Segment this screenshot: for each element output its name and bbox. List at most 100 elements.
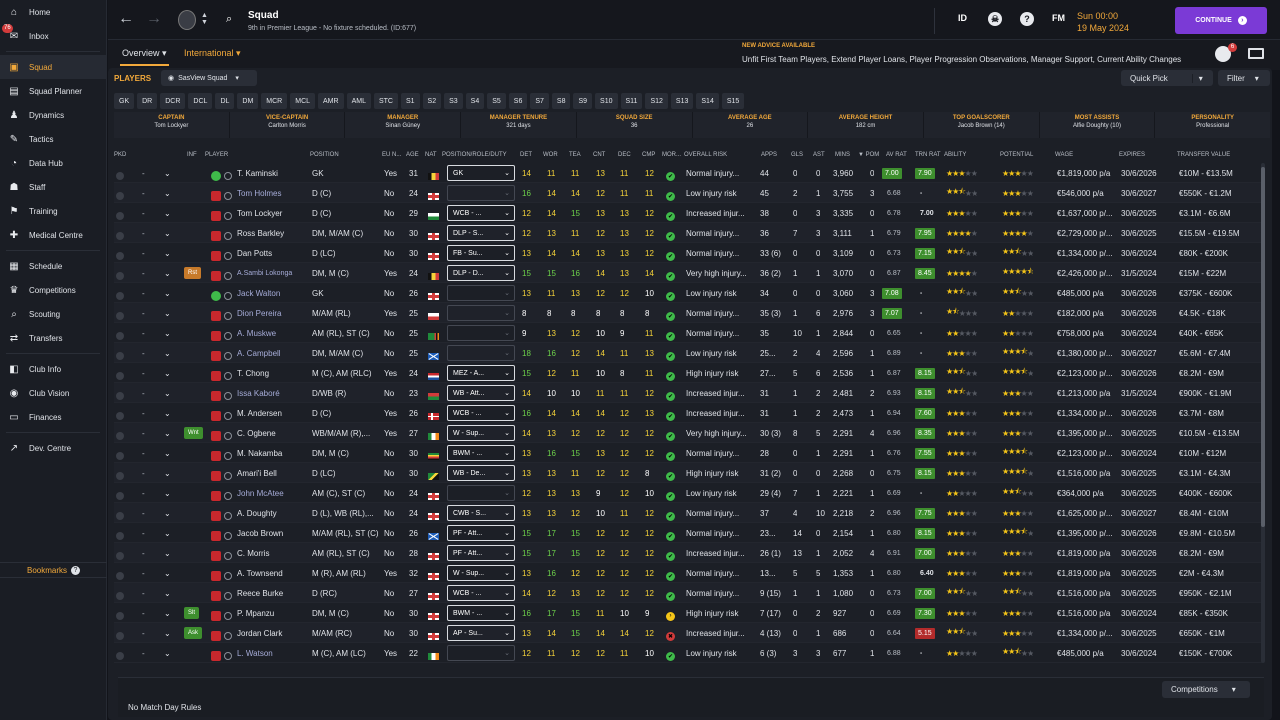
player-info-icon[interactable] — [224, 312, 232, 320]
role-duty-dropdown[interactable]: MEZ - A... ⌄ — [447, 365, 515, 381]
player-row[interactable]: - ⌄ Tom Lockyer D (C) No 29 WCB - ... ⌄ 12 14 15 13… — [114, 203, 1262, 223]
player-name[interactable]: Jordan Clark — [237, 628, 283, 638]
pkd-toggle[interactable] — [116, 312, 124, 320]
pkd-toggle[interactable] — [116, 572, 124, 580]
col-nat[interactable]: NAT — [425, 152, 437, 158]
forward-arrow-icon[interactable]: → — [146, 10, 162, 27]
nationality-flag-icon[interactable] — [428, 573, 439, 580]
sidebar-item-inbox[interactable]: ✉ Inbox 76 — [0, 24, 106, 48]
player-name[interactable]: A. Doughty — [237, 508, 277, 518]
morale-icon[interactable]: ✔ — [666, 431, 675, 441]
player-name[interactable]: C. Morris — [237, 548, 270, 558]
overall-risk[interactable]: Increased injur... — [686, 208, 745, 218]
role-duty-dropdown[interactable]: CWB - S... ⌄ — [447, 505, 515, 521]
morale-icon[interactable]: › — [666, 611, 675, 621]
nationality-flag-icon[interactable] — [428, 293, 439, 300]
nationality-flag-icon[interactable] — [428, 533, 439, 540]
row-expand-chevron-icon[interactable]: ⌄ — [164, 368, 171, 378]
player-row[interactable]: - ⌄ A. Townsend M (R), AM (RL) Yes 32 W - Sup.… — [114, 563, 1262, 583]
info-value[interactable]: 26 — [746, 123, 754, 129]
sidebar-item-dev-centre[interactable]: ↗ Dev. Centre — [0, 436, 106, 460]
player-name[interactable]: Tom Lockyer — [237, 208, 283, 218]
overall-risk[interactable]: Normal injury... — [686, 588, 740, 598]
morale-icon[interactable]: ✔ — [666, 311, 675, 321]
player-name[interactable]: A. Muskwe — [237, 328, 277, 338]
col-gls[interactable]: GLS — [791, 152, 804, 158]
quick-pick-button[interactable]: Quick Pick ▾ — [1121, 70, 1213, 86]
pkd-toggle[interactable] — [116, 232, 124, 240]
position-filter-s2[interactable]: S2 — [422, 93, 442, 109]
info-value[interactable]: Sinan Güney — [385, 123, 421, 129]
player-info-icon[interactable] — [224, 272, 232, 280]
morale-icon[interactable]: ✔ — [666, 231, 675, 241]
position-filter-s12[interactable]: S12 — [645, 93, 668, 109]
position-filter-mcr[interactable]: MCR — [261, 93, 288, 109]
nationality-flag-icon[interactable] — [428, 453, 439, 460]
player-info-icon[interactable] — [224, 292, 232, 300]
row-expand-chevron-icon[interactable]: ⌄ — [164, 328, 171, 338]
player-row[interactable]: - ⌄ Slt P. Mpanzu DM, M (C) No 30 BWM - ... ⌄ 16 1… — [114, 603, 1262, 623]
role-duty-dropdown[interactable]: ⌄ — [447, 305, 515, 321]
player-info-icon[interactable] — [224, 572, 232, 580]
morale-icon[interactable]: ✔ — [666, 551, 675, 561]
player-info-icon[interactable] — [224, 512, 232, 520]
overall-risk[interactable]: Low injury risk — [686, 648, 737, 658]
player-info-icon[interactable] — [224, 432, 232, 440]
pkd-toggle[interactable] — [116, 272, 124, 280]
info-value[interactable]: Tom Lockyer — [154, 123, 189, 129]
position-filter-s11[interactable]: S11 — [620, 93, 643, 109]
table-scrollbar[interactable] — [1261, 163, 1265, 663]
overall-risk[interactable]: Low injury risk — [686, 288, 737, 298]
nationality-flag-icon[interactable] — [428, 493, 439, 500]
row-expand-chevron-icon[interactable]: ⌄ — [164, 348, 171, 358]
player-row[interactable]: - ⌄ Ross Barkley DM, M/AM (C) No 30 DLP - S...… — [114, 223, 1262, 243]
player-name[interactable]: Jacob Brown — [237, 528, 284, 538]
game-date[interactable]: Sun 00:00 19 May 2024 — [1077, 10, 1129, 34]
row-expand-chevron-icon[interactable]: ⌄ — [164, 428, 171, 438]
position-filter-s8[interactable]: S8 — [551, 93, 571, 109]
col-ability[interactable]: ABILITY — [944, 152, 967, 158]
bookmarks-button[interactable]: Bookmarks? — [0, 562, 107, 578]
role-duty-dropdown[interactable]: WCB - ... ⌄ — [447, 405, 515, 421]
player-row[interactable]: - ⌄ Dan Potts D (LC) No 30 FB - Su... ⌄ 13 14 14 13… — [114, 243, 1262, 263]
player-info-icon[interactable] — [224, 332, 232, 340]
player-row[interactable]: - ⌄ T. Chong M (C), AM (RLC) Yes 24 MEZ - A...… — [114, 363, 1262, 383]
row-expand-chevron-icon[interactable]: ⌄ — [164, 648, 171, 658]
search-icon[interactable]: ⌕ — [226, 13, 233, 25]
col-age[interactable]: AGE — [406, 152, 419, 158]
pkd-toggle[interactable] — [116, 372, 124, 380]
position-filter-s5[interactable]: S5 — [487, 93, 506, 109]
player-name[interactable]: Issa Kaboré — [237, 388, 280, 398]
sidebar-item-club-vision[interactable]: ◉ Club Vision — [0, 381, 106, 405]
role-duty-dropdown[interactable]: DLP - S... ⌄ — [447, 225, 515, 241]
row-expand-chevron-icon[interactable]: ⌄ — [164, 508, 171, 518]
nationality-flag-icon[interactable] — [428, 233, 439, 240]
morale-icon[interactable]: ✔ — [666, 571, 675, 581]
overall-risk[interactable]: Low injury risk — [686, 348, 737, 358]
overall-risk[interactable]: Normal injury... — [686, 568, 740, 578]
pkd-toggle[interactable] — [116, 412, 124, 420]
player-info-icon[interactable] — [224, 632, 232, 640]
col-apps[interactable]: APPS — [761, 152, 778, 158]
morale-icon[interactable]: ✔ — [666, 471, 675, 481]
player-name[interactable]: P. Mpanzu — [237, 608, 275, 618]
position-filter-dm[interactable]: DM — [237, 93, 259, 109]
nationality-flag-icon[interactable] — [428, 373, 439, 380]
overall-risk[interactable]: Very high injury... — [686, 428, 747, 438]
player-row[interactable]: - ⌄ Dion Pereira M/AM (RL) Yes 25 ⌄ 8 8 8 8 8 8 ✔ Norm… — [114, 303, 1262, 323]
position-filter-gk[interactable]: GK — [114, 93, 135, 109]
pkd-toggle[interactable] — [116, 652, 124, 660]
role-duty-dropdown[interactable]: BWM - ... ⌄ — [447, 605, 515, 621]
col-potential[interactable]: POTENTIAL — [1000, 152, 1034, 158]
overall-risk[interactable]: Normal injury... — [686, 168, 740, 178]
player-status-tag[interactable]: Rst — [184, 267, 201, 279]
nationality-flag-icon[interactable] — [428, 613, 439, 620]
sidebar-item-finances[interactable]: ▭ Finances — [0, 405, 106, 429]
overall-risk[interactable]: Very high injury... — [686, 268, 747, 278]
player-name[interactable]: T. Chong — [237, 368, 270, 378]
position-filter-dl[interactable]: DL — [215, 93, 235, 109]
pkd-toggle[interactable] — [116, 452, 124, 460]
position-filter-dr[interactable]: DR — [137, 93, 158, 109]
pkd-toggle[interactable] — [116, 632, 124, 640]
overall-risk[interactable]: Increased injur... — [686, 388, 745, 398]
